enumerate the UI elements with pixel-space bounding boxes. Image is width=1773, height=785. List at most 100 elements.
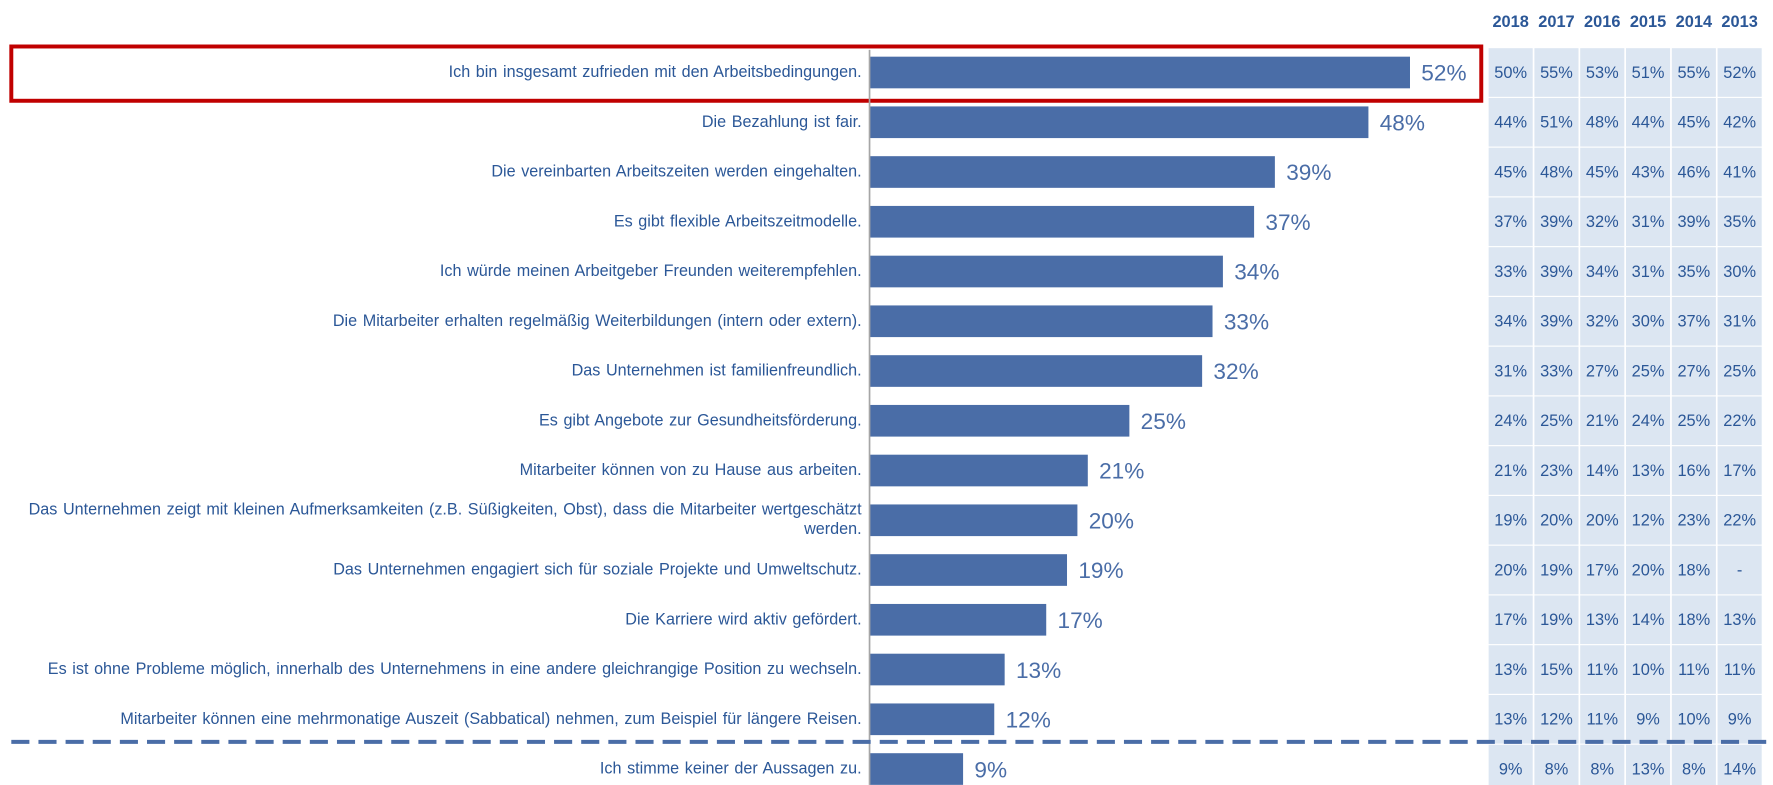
bar xyxy=(869,355,1203,387)
table-cell xyxy=(1580,595,1625,645)
table-cell xyxy=(1534,545,1579,595)
table-value: 42% xyxy=(1723,114,1756,132)
table-cell xyxy=(1534,197,1579,247)
table-value: 25% xyxy=(1632,362,1665,380)
table-cell xyxy=(1671,545,1716,595)
table-cell xyxy=(1488,495,1533,545)
table-cell xyxy=(1671,97,1716,147)
table-value: 32% xyxy=(1586,213,1619,231)
category-label: Es gibt flexible Arbeitszeitmodelle. xyxy=(613,212,862,231)
table-value: 11% xyxy=(1724,661,1756,679)
table-cell xyxy=(1488,744,1533,785)
category-label-box: Es gibt Angebote zur Gesundheitsförderun… xyxy=(539,411,862,429)
category-label: Das Unternehmen ist familienfreundlich. xyxy=(571,361,862,380)
table-cell xyxy=(1717,48,1762,97)
table-value: 15% xyxy=(1540,661,1573,679)
category-label-box: Mitarbeiter können eine mehrmonatige Aus… xyxy=(120,709,862,728)
table-header: 2014 xyxy=(1676,13,1713,31)
table-cell xyxy=(1580,247,1625,296)
table-cell xyxy=(1626,197,1671,247)
table-cell xyxy=(1580,645,1625,694)
table-value: 32% xyxy=(1586,313,1619,331)
table-value: 8% xyxy=(1545,760,1569,778)
table-value: 27% xyxy=(1677,362,1710,380)
table-value: 8% xyxy=(1682,760,1706,778)
table-value: 13% xyxy=(1494,661,1527,679)
value-label: 17% xyxy=(1058,608,1103,633)
table-cell xyxy=(1626,247,1671,296)
table-value: 12% xyxy=(1540,711,1573,729)
table-value: 44% xyxy=(1632,114,1665,132)
table-value: 39% xyxy=(1677,213,1710,231)
category-label-box: Es gibt flexible Arbeitszeitmodelle. xyxy=(613,212,862,231)
table-header: 2018 xyxy=(1492,13,1528,31)
table-value: 52% xyxy=(1723,64,1756,82)
table-value: 51% xyxy=(1632,64,1665,82)
table-value: 14% xyxy=(1723,760,1756,778)
table-value: 17% xyxy=(1586,561,1619,579)
table-value: 39% xyxy=(1540,213,1573,231)
table-value: 48% xyxy=(1540,163,1573,181)
table-cell xyxy=(1626,595,1671,645)
bar xyxy=(869,653,1005,686)
table-value: 44% xyxy=(1494,114,1527,132)
category-label: Die vereinbarten Arbeitszeiten werden ei… xyxy=(491,162,862,181)
category-label-box: Es ist ohne Probleme möglich, innerhalb … xyxy=(48,660,862,678)
table-cell xyxy=(1580,48,1625,97)
table-cell xyxy=(1671,694,1716,744)
table-cell xyxy=(1488,446,1533,495)
table-value: 45% xyxy=(1586,163,1619,181)
table-cell xyxy=(1626,48,1671,97)
table-value: 37% xyxy=(1677,313,1710,331)
table-cell xyxy=(1717,595,1762,645)
value-label: 25% xyxy=(1141,409,1186,434)
table-cell xyxy=(1580,346,1625,396)
table-cell xyxy=(1488,97,1533,147)
category-label: Das Unternehmen engagiert sich für sozia… xyxy=(333,560,862,579)
bar xyxy=(869,753,964,785)
bar xyxy=(869,454,1088,487)
table-value: 39% xyxy=(1540,313,1573,331)
table-cell xyxy=(1626,744,1671,785)
table-cell xyxy=(1580,197,1625,247)
table-cell xyxy=(1717,247,1762,296)
table-cell xyxy=(1717,744,1762,785)
table-value: 53% xyxy=(1586,64,1619,82)
table-cell xyxy=(1488,396,1533,446)
table-cell xyxy=(1626,645,1671,694)
category-label: Ich würde meinen Arbeitgeber Freunden we… xyxy=(439,261,862,280)
value-label: 33% xyxy=(1224,309,1269,334)
table-cell xyxy=(1534,48,1579,97)
table-cell xyxy=(1671,595,1716,645)
category-label-box: Die Karriere wird aktiv gefördert. xyxy=(625,610,861,628)
table-value: 22% xyxy=(1723,412,1756,430)
table-value: 24% xyxy=(1494,412,1527,430)
value-label: 37% xyxy=(1265,210,1310,235)
table-value: 20% xyxy=(1632,561,1665,579)
table-header: 2016 xyxy=(1584,13,1620,31)
table-cell xyxy=(1717,346,1762,396)
table-value: 50% xyxy=(1494,64,1527,82)
table-value: 8% xyxy=(1590,760,1614,778)
table-value: 11% xyxy=(1678,661,1710,679)
table-value: - xyxy=(1737,561,1742,579)
table-header: 2013 xyxy=(1721,13,1757,31)
table-value: 34% xyxy=(1586,263,1619,281)
value-label: 21% xyxy=(1099,459,1144,484)
category-label: Mitarbeiter können eine mehrmonatige Aus… xyxy=(120,709,862,728)
table-value: 18% xyxy=(1677,611,1710,629)
table-cell xyxy=(1671,197,1716,247)
table-value: 13% xyxy=(1586,611,1619,629)
table-cell xyxy=(1488,147,1533,197)
table-cell xyxy=(1671,247,1716,296)
category-label: Mitarbeiter können von zu Hause aus arbe… xyxy=(519,460,862,480)
table-value: 23% xyxy=(1540,462,1573,480)
table-cell xyxy=(1534,396,1579,446)
value-label: 34% xyxy=(1234,260,1279,285)
category-label-box: Mitarbeiter können von zu Hause aus arbe… xyxy=(519,460,862,480)
table-cell xyxy=(1671,446,1716,495)
bar xyxy=(869,255,1223,288)
table-value: 13% xyxy=(1632,760,1665,778)
